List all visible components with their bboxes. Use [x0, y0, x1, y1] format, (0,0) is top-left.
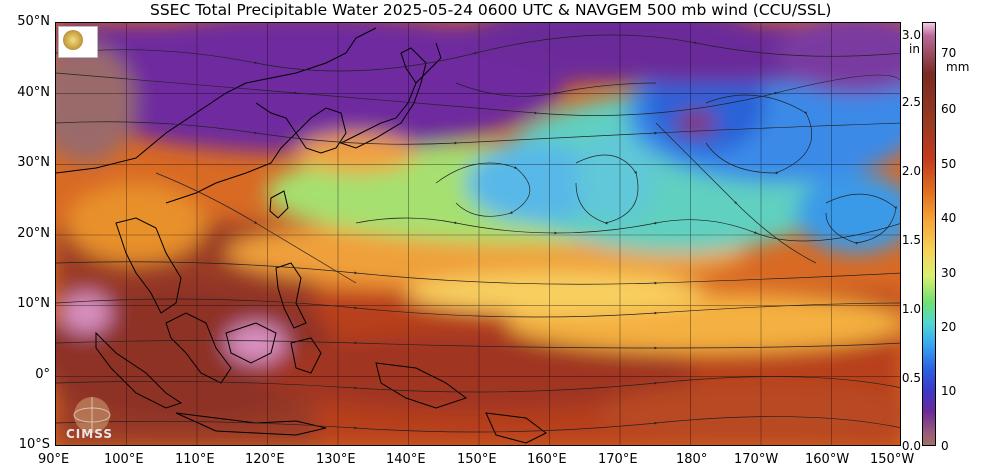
lon-label: 150°E	[457, 452, 497, 467]
lon-label: 90°E	[38, 452, 70, 467]
lon-label: 180°	[676, 452, 708, 467]
mm-unit: mm	[946, 60, 970, 74]
inch-tick: 2.5	[901, 95, 921, 109]
ssec-logo	[58, 26, 98, 58]
lon-label: 160°E	[527, 452, 567, 467]
lon-label: 140°E	[386, 452, 426, 467]
lat-label: 0°	[35, 367, 50, 382]
map-title: SSEC Total Precipitable Water 2025-05-24…	[150, 1, 832, 19]
inch-tick: 3.0	[901, 28, 921, 42]
inch-tick: 0.5	[901, 371, 921, 385]
lat-label: 20°N	[17, 226, 50, 241]
cimss-globe-icon	[73, 397, 111, 433]
inch-tick: 1.5	[901, 233, 921, 247]
mm-tick: 70	[941, 46, 957, 60]
lat-label: 40°N	[17, 85, 50, 100]
lon-label: 170°W	[734, 452, 779, 467]
lat-label: 50°N	[17, 14, 50, 29]
tpw-map-canvas	[56, 23, 900, 445]
cimss-logo: CIMSS	[62, 393, 122, 443]
mm-tick: 20	[941, 320, 957, 334]
mm-tick: 40	[941, 211, 957, 225]
inch-unit: in	[909, 42, 920, 56]
tpw-colorbar	[922, 22, 936, 446]
ssec-seal-icon	[63, 30, 83, 50]
mm-tick: 0	[941, 439, 949, 453]
lon-label: 120°E	[245, 452, 285, 467]
tpw-map[interactable]	[55, 22, 901, 446]
lat-label: 30°N	[17, 155, 50, 170]
cimss-text: CIMSS	[66, 427, 113, 441]
mm-tick: 50	[941, 157, 957, 171]
inch-tick: 1.0	[901, 302, 921, 316]
lon-label: 110°E	[175, 452, 215, 467]
lon-label: 160°W	[805, 452, 850, 467]
inch-tick: 2.0	[901, 164, 921, 178]
lat-label: 10°N	[17, 296, 50, 311]
lon-label: 100°E	[104, 452, 144, 467]
lon-label: 150°W	[870, 452, 915, 467]
lon-label: 130°E	[316, 452, 356, 467]
inch-tick: 0.0	[901, 439, 921, 453]
mm-tick: 30	[941, 266, 957, 280]
lat-label: 10°S	[18, 437, 50, 452]
mm-tick: 10	[941, 384, 957, 398]
lon-label: 170°E	[598, 452, 638, 467]
mm-tick: 60	[941, 102, 957, 116]
